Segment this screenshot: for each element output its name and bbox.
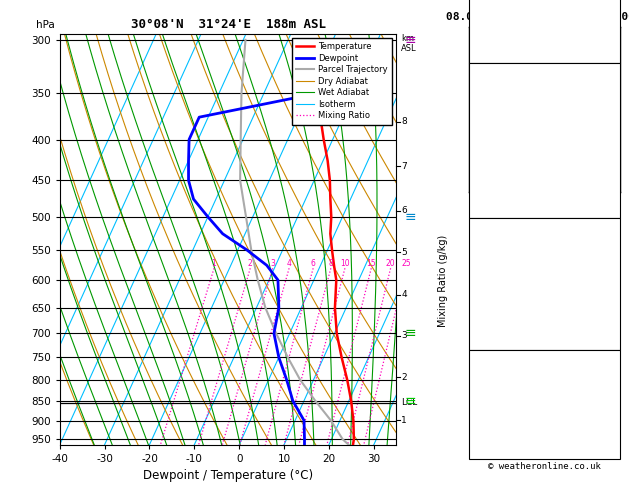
Text: Most Unstable: Most Unstable [506,222,582,232]
Text: Temp (°C): Temp (°C) [473,86,526,96]
Text: 331: 331 [598,133,615,143]
Text: 3: 3 [401,331,407,340]
Text: EH: EH [473,374,485,384]
Text: 2: 2 [401,373,407,382]
Text: ≡: ≡ [404,394,416,408]
Text: 14.9: 14.9 [592,109,615,120]
Text: -34: -34 [598,397,615,407]
Text: Lifted Index: Lifted Index [473,156,543,166]
Text: ≡: ≡ [404,210,416,224]
Text: Hodograph: Hodograph [518,354,571,364]
Text: 331: 331 [598,265,615,275]
Text: 18: 18 [603,2,615,12]
Text: 295°: 295° [592,420,615,431]
Text: θᴇ (K): θᴇ (K) [473,265,508,275]
Text: 0: 0 [610,203,615,213]
Text: 1.93: 1.93 [592,49,615,58]
Text: 20: 20 [386,259,396,268]
Text: Dewp (°C): Dewp (°C) [473,109,526,120]
Text: -71: -71 [598,374,615,384]
X-axis label: Dewpoint / Temperature (°C): Dewpoint / Temperature (°C) [143,469,313,482]
Text: 4: 4 [401,290,407,299]
Text: ≡: ≡ [404,327,416,341]
Text: 2: 2 [248,259,253,268]
Text: kt: kt [474,48,484,57]
Text: Pressure (mb): Pressure (mb) [473,242,549,252]
Text: 0: 0 [610,335,615,345]
Text: © weatheronline.co.uk: © weatheronline.co.uk [487,462,601,471]
Text: 40: 40 [603,25,615,35]
Text: 3: 3 [610,156,615,166]
Text: θᴇ(K): θᴇ(K) [473,133,503,143]
Text: 0: 0 [610,179,615,190]
Text: CIN (J): CIN (J) [473,203,514,213]
Text: 8: 8 [401,117,407,126]
Text: 4: 4 [287,259,291,268]
Text: 08.06.2024  00GMT  (Base: 00): 08.06.2024 00GMT (Base: 00) [446,12,629,22]
Text: Totals Totals: Totals Totals [473,25,549,35]
Text: SREH: SREH [473,397,496,407]
Text: 7: 7 [401,162,407,171]
Text: LCL: LCL [401,398,418,407]
Text: ℃: ℃ [509,158,517,164]
Text: PW (cm): PW (cm) [473,49,514,58]
Text: 25.6: 25.6 [592,86,615,96]
Text: 5: 5 [401,248,407,257]
Text: 975: 975 [598,242,615,252]
Text: 1: 1 [401,416,407,425]
Text: StmDir: StmDir [473,420,508,431]
Text: ≡: ≡ [404,33,416,47]
Text: 3: 3 [610,288,615,298]
Text: Mixing Ratio (g/kg): Mixing Ratio (g/kg) [438,234,448,327]
Text: 8: 8 [328,259,333,268]
Text: StmSpd (kt): StmSpd (kt) [473,444,538,454]
Text: 11: 11 [603,444,615,454]
Text: Surface: Surface [523,66,565,76]
Text: Lifted Index: Lifted Index [473,288,543,298]
Text: ℃: ℃ [515,150,522,156]
Text: K: K [473,2,479,12]
Text: 10: 10 [340,259,350,268]
Text: 25: 25 [401,259,411,268]
Text: 0: 0 [610,312,615,322]
Text: 6: 6 [401,206,407,215]
Text: 6: 6 [311,259,316,268]
Text: CAPE (J): CAPE (J) [473,179,520,190]
Text: 15: 15 [367,259,376,268]
Legend: Temperature, Dewpoint, Parcel Trajectory, Dry Adiabat, Wet Adiabat, Isotherm, Mi: Temperature, Dewpoint, Parcel Trajectory… [292,38,392,124]
Title: 30°08'N  31°24'E  188m ASL: 30°08'N 31°24'E 188m ASL [130,18,326,32]
Text: km
ASL: km ASL [401,34,417,53]
Text: hPa: hPa [36,20,55,30]
Text: CIN (J): CIN (J) [473,335,514,345]
Text: 3: 3 [270,259,275,268]
Text: CAPE (J): CAPE (J) [473,312,520,322]
Text: 1: 1 [211,259,216,268]
